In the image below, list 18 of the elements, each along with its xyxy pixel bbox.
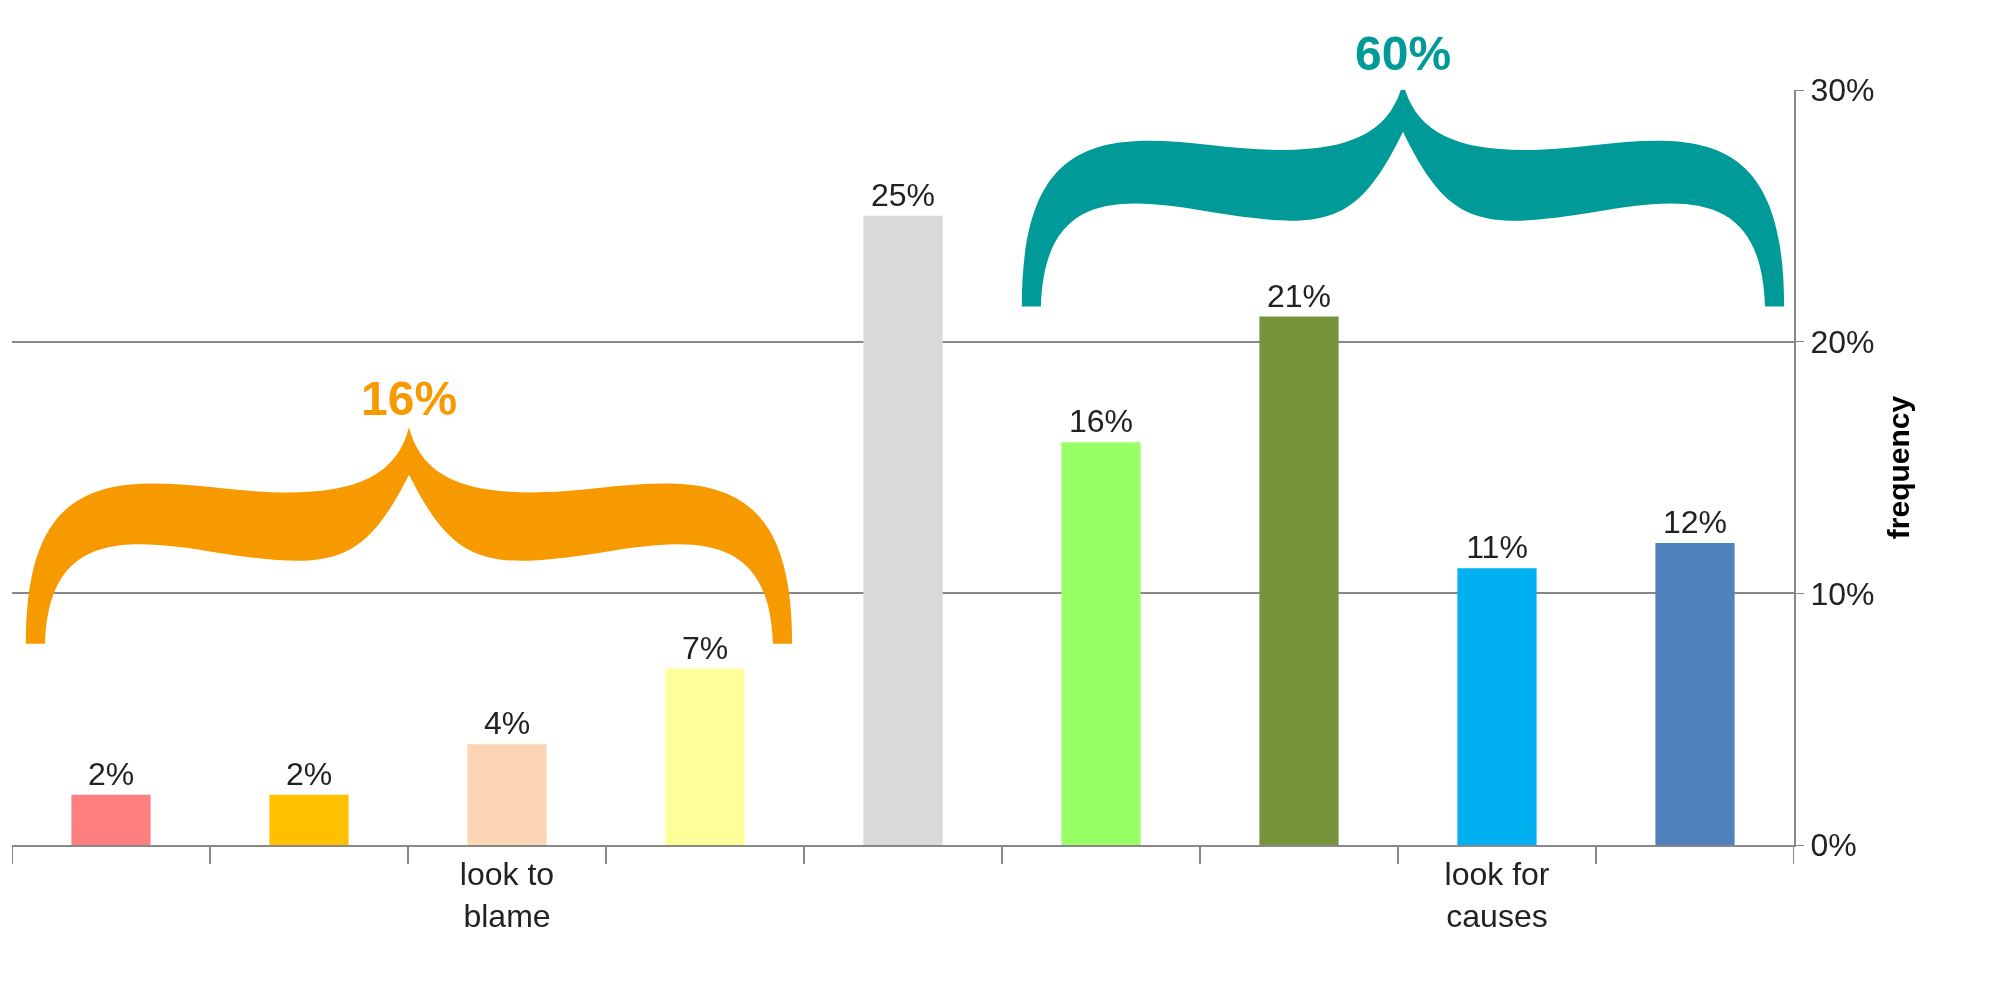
data-label: 11% (1466, 529, 1528, 566)
y-tick-label: 10% (1810, 575, 1875, 612)
x-tick-label: look for causes (1444, 856, 1550, 934)
data-label: 2% (285, 755, 333, 792)
data-label: 2% (87, 755, 135, 792)
text: 60% (1355, 27, 1452, 80)
data-label: 21% (1266, 277, 1332, 314)
x-tick-label: look to blame (459, 856, 555, 934)
annotation: 16% (361, 372, 458, 425)
data-label: 16% (1068, 403, 1134, 440)
data-label: 12% (1662, 504, 1728, 540)
data-label: 7% (681, 629, 729, 666)
data-label: 4% (483, 705, 531, 742)
y-tick-label: 30% (1810, 72, 1875, 109)
y-tick-label: 0% (1810, 827, 1857, 864)
y-tick-label: 20% (1810, 323, 1875, 360)
y-axis-title: frequency (1882, 395, 1916, 540)
data-label: 25% (870, 176, 936, 213)
